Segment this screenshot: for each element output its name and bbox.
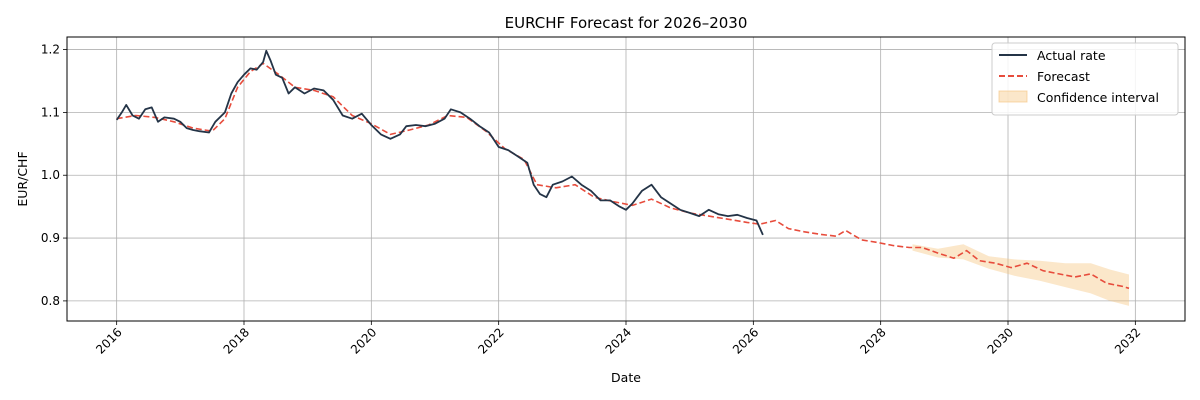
series-lines	[115, 49, 1130, 290]
y-axis-label: EUR/CHF	[15, 151, 30, 206]
legend-box	[991, 42, 1179, 116]
confidence-band	[912, 244, 1129, 306]
legend-label-ci: Confidence interval	[1037, 90, 1159, 105]
y-tick-label: 0.8	[41, 294, 60, 308]
legend-swatch-ci	[998, 90, 1028, 103]
legend-label-forecast: Forecast	[1037, 69, 1090, 84]
confidence-interval-band	[912, 244, 1129, 306]
legend: Actual rate Forecast Confidence interval	[991, 42, 1179, 116]
series-line-actual-rate	[115, 49, 764, 236]
y-tick-label: 1.1	[41, 105, 60, 119]
chart-title: EURCHF Forecast for 2026–2030	[505, 14, 748, 32]
x-axis-label: Date	[611, 370, 641, 385]
legend-label-actual: Actual rate	[1037, 48, 1106, 63]
y-tick-label: 1.0	[41, 168, 60, 182]
y-tick-label: 0.9	[41, 231, 60, 245]
y-tick-label: 1.2	[41, 43, 60, 57]
